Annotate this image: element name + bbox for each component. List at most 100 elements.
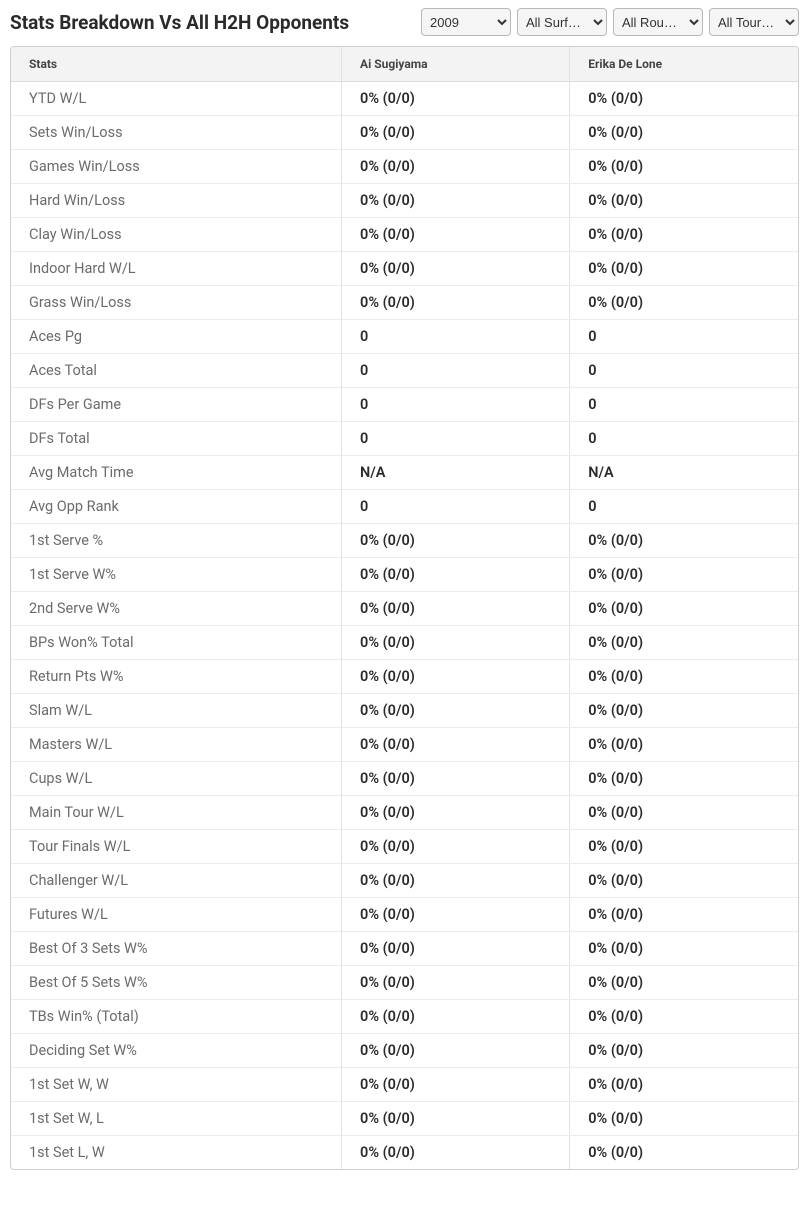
stat-value-p2: 0 [570, 320, 798, 354]
stat-value-p1: 0% (0/0) [342, 1136, 570, 1170]
stat-label: Challenger W/L [11, 864, 342, 898]
stat-value-p1: 0% (0/0) [342, 1034, 570, 1068]
stat-label: DFs Per Game [11, 388, 342, 422]
col-player1: Ai Sugiyama [342, 47, 570, 82]
stat-value-p1: 0% (0/0) [342, 252, 570, 286]
table-row: Challenger W/L0% (0/0)0% (0/0) [11, 864, 798, 898]
table-header-row: Stats Ai Sugiyama Erika De Lone [11, 47, 798, 82]
stat-label: 2nd Serve W% [11, 592, 342, 626]
stat-label: Return Pts W% [11, 660, 342, 694]
stat-value-p1: 0% (0/0) [342, 286, 570, 320]
stat-value-p2: 0% (0/0) [570, 592, 798, 626]
stat-value-p2: 0% (0/0) [570, 82, 798, 116]
stat-value-p1: 0% (0/0) [342, 116, 570, 150]
table-row: Avg Match TimeN/AN/A [11, 456, 798, 490]
table-row: Cups W/L0% (0/0)0% (0/0) [11, 762, 798, 796]
stat-value-p1: 0% (0/0) [342, 82, 570, 116]
stats-table: Stats Ai Sugiyama Erika De Lone YTD W/L0… [11, 47, 798, 1169]
stat-label: Slam W/L [11, 694, 342, 728]
stat-value-p1: 0 [342, 490, 570, 524]
table-row: Best Of 5 Sets W%0% (0/0)0% (0/0) [11, 966, 798, 1000]
table-row: BPs Won% Total0% (0/0)0% (0/0) [11, 626, 798, 660]
stat-value-p2: 0% (0/0) [570, 762, 798, 796]
table-row: 2nd Serve W%0% (0/0)0% (0/0) [11, 592, 798, 626]
stat-value-p2: 0% (0/0) [570, 286, 798, 320]
stat-label: Deciding Set W% [11, 1034, 342, 1068]
stat-label: 1st Set L, W [11, 1136, 342, 1170]
stat-value-p2: 0% (0/0) [570, 218, 798, 252]
stat-label: Best Of 3 Sets W% [11, 932, 342, 966]
stat-value-p1: 0% (0/0) [342, 660, 570, 694]
table-row: TBs Win% (Total)0% (0/0)0% (0/0) [11, 1000, 798, 1034]
stat-value-p2: 0% (0/0) [570, 1102, 798, 1136]
stat-label: Masters W/L [11, 728, 342, 762]
stat-value-p1: 0% (0/0) [342, 898, 570, 932]
stat-value-p1: 0 [342, 388, 570, 422]
tour-select[interactable]: All Tour… [709, 8, 799, 36]
table-row: Clay Win/Loss0% (0/0)0% (0/0) [11, 218, 798, 252]
stat-label: Games Win/Loss [11, 150, 342, 184]
stat-label: 1st Serve % [11, 524, 342, 558]
stat-value-p2: 0% (0/0) [570, 796, 798, 830]
stat-value-p2: 0 [570, 422, 798, 456]
table-row: Return Pts W%0% (0/0)0% (0/0) [11, 660, 798, 694]
stat-label: DFs Total [11, 422, 342, 456]
stat-label: Indoor Hard W/L [11, 252, 342, 286]
filter-group: 2009 All Surf… All Rou… All Tour… [421, 8, 799, 36]
stat-label: Cups W/L [11, 762, 342, 796]
table-row: Futures W/L0% (0/0)0% (0/0) [11, 898, 798, 932]
stat-value-p2: 0% (0/0) [570, 626, 798, 660]
stat-value-p1: 0% (0/0) [342, 830, 570, 864]
stat-value-p1: 0 [342, 320, 570, 354]
stat-value-p1: 0 [342, 354, 570, 388]
stat-value-p2: 0% (0/0) [570, 728, 798, 762]
stat-value-p1: 0% (0/0) [342, 592, 570, 626]
table-row: Best Of 3 Sets W%0% (0/0)0% (0/0) [11, 932, 798, 966]
stat-value-p1: 0% (0/0) [342, 558, 570, 592]
table-row: Slam W/L0% (0/0)0% (0/0) [11, 694, 798, 728]
table-row: Avg Opp Rank00 [11, 490, 798, 524]
table-row: Grass Win/Loss0% (0/0)0% (0/0) [11, 286, 798, 320]
stat-label: 1st Set W, L [11, 1102, 342, 1136]
round-select[interactable]: All Rou… [613, 8, 703, 36]
year-select[interactable]: 2009 [421, 8, 511, 36]
table-row: Deciding Set W%0% (0/0)0% (0/0) [11, 1034, 798, 1068]
stat-value-p1: 0% (0/0) [342, 966, 570, 1000]
stat-label: Hard Win/Loss [11, 184, 342, 218]
stat-value-p2: 0 [570, 388, 798, 422]
table-row: DFs Total00 [11, 422, 798, 456]
stat-label: Tour Finals W/L [11, 830, 342, 864]
stat-value-p1: 0% (0/0) [342, 626, 570, 660]
stat-value-p1: 0% (0/0) [342, 762, 570, 796]
stat-value-p2: 0% (0/0) [570, 932, 798, 966]
stat-value-p2: 0% (0/0) [570, 1136, 798, 1170]
table-row: 1st Serve W%0% (0/0)0% (0/0) [11, 558, 798, 592]
table-row: 1st Set W, L0% (0/0)0% (0/0) [11, 1102, 798, 1136]
stat-value-p2: 0% (0/0) [570, 1068, 798, 1102]
stat-label: 1st Set W, W [11, 1068, 342, 1102]
stat-value-p2: 0% (0/0) [570, 694, 798, 728]
table-row: Tour Finals W/L0% (0/0)0% (0/0) [11, 830, 798, 864]
header: Stats Breakdown Vs All H2H Opponents 200… [0, 0, 809, 46]
stat-value-p1: 0% (0/0) [342, 864, 570, 898]
stat-value-p1: 0% (0/0) [342, 218, 570, 252]
table-row: Hard Win/Loss0% (0/0)0% (0/0) [11, 184, 798, 218]
stat-label: TBs Win% (Total) [11, 1000, 342, 1034]
stat-value-p2: 0% (0/0) [570, 1034, 798, 1068]
stat-value-p1: 0% (0/0) [342, 150, 570, 184]
stat-value-p2: 0% (0/0) [570, 116, 798, 150]
stat-value-p2: 0% (0/0) [570, 864, 798, 898]
table-row: Main Tour W/L0% (0/0)0% (0/0) [11, 796, 798, 830]
stat-value-p2: 0% (0/0) [570, 660, 798, 694]
surface-select[interactable]: All Surf… [517, 8, 607, 36]
stat-label: 1st Serve W% [11, 558, 342, 592]
stat-value-p1: 0% (0/0) [342, 694, 570, 728]
stat-value-p2: 0% (0/0) [570, 524, 798, 558]
stat-value-p1: 0% (0/0) [342, 1000, 570, 1034]
stat-value-p1: 0% (0/0) [342, 1102, 570, 1136]
stat-value-p2: 0% (0/0) [570, 558, 798, 592]
col-player2: Erika De Lone [570, 47, 798, 82]
stat-label: Futures W/L [11, 898, 342, 932]
stat-value-p2: 0 [570, 490, 798, 524]
page-title: Stats Breakdown Vs All H2H Opponents [10, 11, 349, 34]
